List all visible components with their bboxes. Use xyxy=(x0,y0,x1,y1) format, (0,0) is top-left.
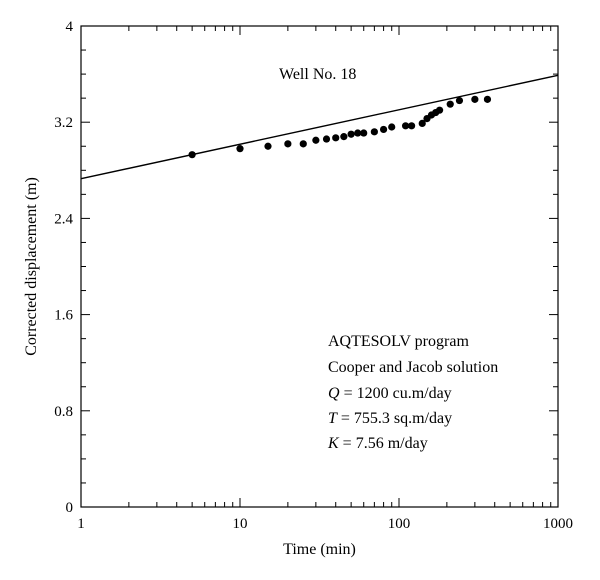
data-point xyxy=(188,151,196,159)
y-tick-label: 4 xyxy=(66,19,74,35)
t-value: = 755.3 sq.m/day xyxy=(337,410,452,427)
data-point xyxy=(407,122,416,130)
well-label: Well No. 18 xyxy=(279,66,356,83)
x-axis: 1 10 100 1000 xyxy=(77,26,573,532)
data-point xyxy=(418,119,426,128)
k-value: = 7.56 m/day xyxy=(339,435,428,452)
data-point xyxy=(471,95,479,103)
program-label: AQTESOLV program xyxy=(328,333,469,350)
data-point xyxy=(388,123,396,131)
data-point xyxy=(354,129,362,137)
fit-line xyxy=(80,74,559,180)
data-point xyxy=(332,134,340,142)
x-tick-label: 10 xyxy=(233,516,248,532)
q-label: Q = 1200 cu.m/day xyxy=(328,385,452,402)
data-point xyxy=(264,142,272,150)
y-tick-label: 0.8 xyxy=(54,404,73,420)
data-point xyxy=(446,100,454,108)
y-tick-label: 0 xyxy=(66,500,74,516)
data-point xyxy=(379,125,388,134)
data-point xyxy=(370,128,378,136)
data-point xyxy=(312,136,320,144)
data-point xyxy=(401,122,410,130)
data-point xyxy=(236,145,244,153)
t-symbol: T xyxy=(328,410,338,427)
data-points xyxy=(188,95,492,159)
y-tick-label: 2.4 xyxy=(54,211,73,227)
x-axis-title: Time (min) xyxy=(283,541,356,558)
data-point xyxy=(284,140,292,148)
data-point xyxy=(455,96,464,105)
k-symbol: K xyxy=(327,435,340,452)
x-tick-label: 1000 xyxy=(543,516,573,532)
y-axis-title: Corrected displacement (m) xyxy=(23,177,40,356)
solution-label: Cooper and Jacob solution xyxy=(328,359,498,376)
data-point xyxy=(435,106,444,114)
y-axis: 0 0.8 1.6 2.4 3.2 4 xyxy=(54,19,558,516)
q-value: = 1200 cu.m/day xyxy=(340,385,452,402)
data-point xyxy=(483,95,492,103)
data-point xyxy=(360,129,368,137)
data-point xyxy=(299,140,307,148)
t-label: T = 755.3 sq.m/day xyxy=(328,410,452,427)
y-tick-label: 3.2 xyxy=(54,115,73,131)
x-tick-label: 100 xyxy=(388,516,411,532)
k-label: K = 7.56 m/day xyxy=(327,435,428,452)
data-point xyxy=(322,135,331,143)
x-tick-label: 1 xyxy=(77,516,85,532)
data-point xyxy=(340,133,348,141)
y-tick-label: 1.6 xyxy=(54,308,73,324)
data-point xyxy=(347,130,355,138)
q-symbol: Q xyxy=(328,385,340,402)
